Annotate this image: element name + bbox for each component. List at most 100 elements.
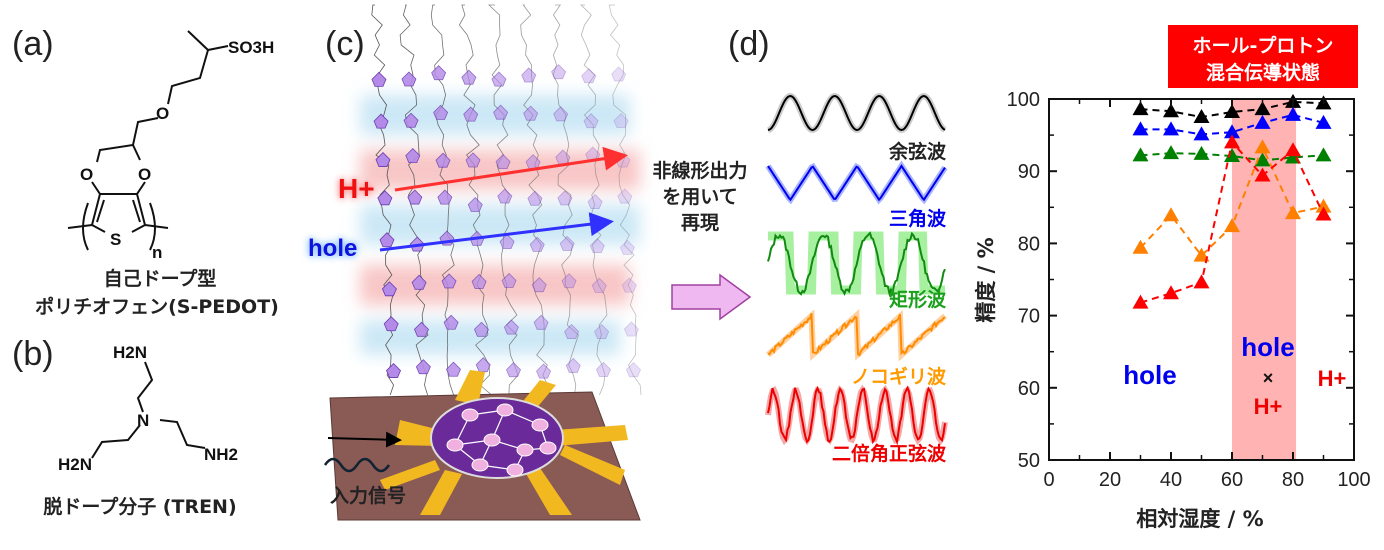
y-tick-label: 60	[1018, 378, 1040, 400]
thiophene-ring	[621, 277, 637, 293]
thiophene-ring	[591, 277, 607, 293]
wave-label-square: 矩形波	[889, 288, 947, 311]
x-tick-label: 40	[1160, 469, 1182, 491]
thiophene-ring	[435, 152, 451, 168]
thiophene-ring	[473, 321, 489, 337]
annotation-times: ×	[1263, 368, 1274, 388]
data-point	[1193, 109, 1210, 124]
wave-output-4	[767, 385, 946, 446]
hole-label: hole	[308, 235, 357, 262]
thiophene-ring	[386, 362, 402, 378]
data-point	[1132, 239, 1149, 254]
annotation-proton-high: H+	[1318, 366, 1347, 391]
data-point	[1254, 152, 1271, 167]
panel-a: (a) SO3H O O O S n 自己ドープ型 ポリチオフェン(S-PEDO…	[12, 25, 279, 318]
thiophene-ring	[523, 105, 539, 121]
substrate	[329, 370, 641, 521]
thiophene-ring	[371, 71, 387, 87]
network-node	[506, 463, 524, 477]
thiophene-ring	[441, 273, 457, 289]
thiophene-ring	[379, 232, 395, 248]
data-point	[1132, 101, 1149, 116]
thiophene-ring	[531, 277, 547, 293]
thiophene-ring	[503, 319, 519, 335]
data-point	[1224, 124, 1240, 139]
wave-label-triangle: 三角波	[889, 207, 947, 230]
thiophene-ring	[403, 112, 419, 128]
thiophene-ring	[471, 273, 487, 289]
wave-output-0	[767, 94, 946, 132]
polymer-chain	[608, 4, 642, 396]
banner-line-1: ホール-プロトン	[1193, 34, 1334, 57]
data-point	[1163, 103, 1179, 118]
conduction-bands	[360, 95, 640, 355]
thiophene-ring	[467, 196, 483, 212]
y-tick-label: 80	[1018, 233, 1040, 255]
input-arrow	[327, 431, 402, 448]
wave-label-double-sine: 二倍角正弦波	[832, 442, 947, 465]
annotation-hole-low: hole	[1123, 360, 1176, 390]
data-point	[1315, 114, 1332, 129]
ring-oxygen-right: O	[138, 165, 151, 184]
thiophene-ring	[433, 104, 449, 120]
thiophene-ring	[581, 68, 597, 84]
network-node	[461, 408, 479, 422]
network-node	[496, 403, 514, 417]
proton-label: H+	[338, 173, 375, 204]
thiophene-ring	[525, 154, 541, 170]
thiophene-ring	[413, 321, 429, 337]
thiophene-ring	[401, 71, 417, 87]
data-point	[1163, 121, 1179, 136]
thiophene-ring	[553, 106, 569, 122]
thiophene-ring	[475, 357, 491, 373]
annotation-hole-mid: hole	[1241, 332, 1294, 362]
data-point	[1254, 101, 1271, 116]
panel-d-label: (d)	[728, 25, 770, 63]
so3h-group: SO3H	[228, 38, 274, 57]
data-point	[1132, 294, 1149, 309]
arrow-text-2: を用いて	[662, 186, 737, 208]
tren-structure	[91, 361, 206, 459]
thiophene-ring	[491, 71, 507, 87]
tren-caption: 脱ドープ分子 (TREN)	[43, 495, 236, 518]
wave-label-sawtooth: ノコギリ波	[851, 365, 947, 388]
panel-b: (b) H2N N H2N NH2 脱ドープ分子 (TREN)	[12, 335, 238, 518]
thiophene-ring	[611, 66, 627, 82]
x-tick-label: 0	[1043, 469, 1054, 491]
panel-a-label: (a)	[12, 25, 54, 63]
input-signal-label: 入力信号	[330, 484, 406, 507]
data-point	[1132, 121, 1149, 136]
network-node	[471, 458, 489, 472]
thiophene-ring	[583, 113, 599, 129]
thiophene-ring	[493, 104, 509, 120]
thiophene-ring	[521, 67, 537, 83]
polymer-chains	[371, 4, 642, 396]
wave-output-2	[767, 231, 946, 297]
data-point	[1224, 103, 1240, 118]
s-pedot-structure	[67, 30, 229, 251]
electrodes	[380, 370, 628, 515]
data-point	[1224, 218, 1240, 233]
data-point	[1285, 142, 1301, 157]
waveform-group	[765, 92, 948, 446]
input-wave-icon	[323, 457, 391, 473]
data-point	[1315, 198, 1332, 213]
x-tick-label: 20	[1099, 469, 1121, 491]
wave-output-1	[767, 164, 946, 202]
accuracy-chart: ホール-プロトン 混合伝導状態 0 20 40 60 80 100 50 60 70 80 90 10…	[974, 25, 1371, 531]
thiophene-ring	[415, 359, 431, 375]
thiophene-ring	[594, 324, 610, 340]
annotation-proton-mid: H+	[1254, 394, 1283, 419]
thiophene-ring	[437, 189, 453, 205]
thiophene-ring	[461, 69, 477, 85]
thiophene-ring	[623, 321, 639, 337]
thiophene-ring	[497, 188, 513, 204]
thiophene-ring	[533, 314, 549, 330]
thiophene-ring	[595, 361, 611, 377]
network-node	[516, 443, 534, 457]
thiophene-ring	[375, 151, 391, 167]
thiophene-ring	[555, 149, 571, 165]
data-point	[1132, 147, 1149, 162]
reproduction-note: 非線形出力 を用いて 再現	[652, 159, 752, 321]
